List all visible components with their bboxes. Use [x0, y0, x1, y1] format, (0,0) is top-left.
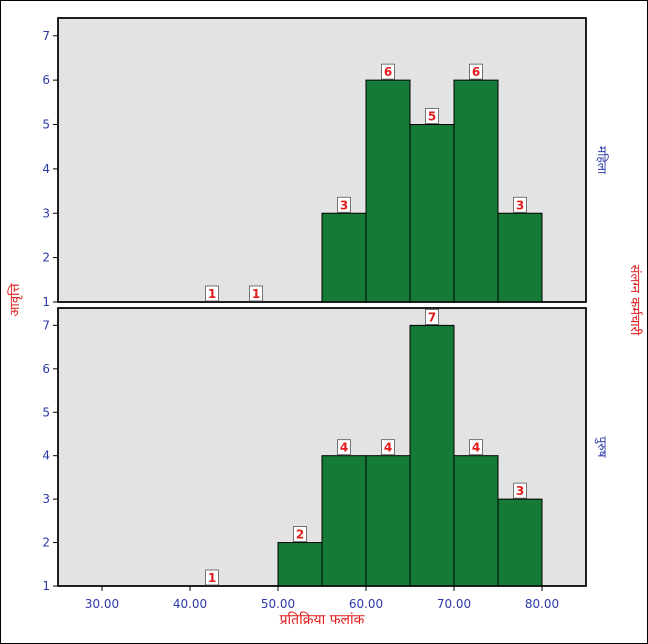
y-tick-label: 1 — [42, 579, 50, 593]
data-label: 2 — [293, 526, 307, 542]
plot-border — [57, 307, 587, 587]
bar — [365, 79, 411, 303]
data-label: 5 — [425, 108, 439, 124]
bar — [497, 498, 543, 587]
data-label: 4 — [337, 439, 351, 456]
data-label: 3 — [337, 196, 351, 213]
panel-1: 1 2 3 4 5 6 7 1 1 3 6 5 6 3 महिला — [42, 17, 609, 309]
data-label: 7 — [425, 308, 439, 325]
data-label: 3 — [513, 196, 527, 213]
bar — [409, 124, 455, 303]
data-label-text: 4 — [472, 441, 480, 455]
data-label: 4 — [469, 439, 483, 456]
y-tick-label: 3 — [42, 206, 50, 220]
data-label: 3 — [513, 482, 527, 499]
x-axis-ticks: 30.00 40.00 50.00 60.00 70.00 80.00 — [85, 586, 559, 611]
data-label-box — [469, 439, 483, 456]
data-label-text: 4 — [340, 441, 348, 455]
data-label-text: 4 — [384, 441, 392, 455]
bar — [277, 542, 323, 587]
x-tick-label: 40.00 — [173, 597, 207, 611]
data-label-box — [469, 63, 483, 80]
x-tick-label: 60.00 — [349, 597, 383, 611]
bar — [497, 212, 543, 303]
y-tick-label: 5 — [42, 118, 50, 132]
y-axis-label: आवृत्ति — [7, 283, 23, 317]
data-label: 1 — [205, 285, 219, 302]
data-label-text: 5 — [428, 110, 436, 124]
bar — [453, 455, 499, 587]
bar — [365, 455, 411, 587]
data-label-text: 3 — [340, 198, 348, 212]
data-label-box — [425, 308, 439, 325]
data-label-box — [293, 526, 307, 542]
y-tick-label: 6 — [42, 73, 50, 87]
panel-label: पुरुष — [594, 437, 609, 459]
y-tick-label: 5 — [42, 405, 50, 419]
data-label-text: 1 — [208, 287, 216, 301]
panel-2: 1 2 3 4 5 6 7 1 2 4 4 7 4 3 पुरुष — [42, 307, 609, 593]
data-label-text: 6 — [472, 65, 480, 79]
y-tick-label: 1 — [42, 295, 50, 309]
data-label-box — [337, 439, 351, 456]
data-label: 1 — [205, 569, 219, 586]
bar — [321, 212, 367, 303]
y-tick-label: 7 — [42, 29, 50, 43]
data-label-box — [381, 439, 395, 456]
data-label: 4 — [381, 439, 395, 456]
y-tick-label: 3 — [42, 492, 50, 506]
data-label-box — [425, 108, 439, 124]
x-tick-label: 80.00 — [525, 597, 559, 611]
data-label: 6 — [381, 63, 395, 80]
data-label-text: 1 — [208, 571, 216, 585]
data-label-box — [205, 569, 219, 586]
y-tick-label: 6 — [42, 362, 50, 376]
panels-group: 1 2 3 4 5 6 7 1 1 3 6 5 6 3 महिला 1 2 3 4 5 6 7 1 2 4 4 7 4 3 पुरुष — [42, 17, 609, 593]
plot-border — [57, 17, 587, 303]
y-tick-label: 2 — [42, 536, 50, 550]
data-label-box — [337, 196, 351, 213]
bar — [321, 455, 367, 587]
data-label-text: 6 — [384, 65, 392, 79]
bar — [453, 79, 499, 303]
data-label-text: 3 — [516, 198, 524, 212]
data-label-box — [381, 63, 395, 80]
y-tick-label: 7 — [42, 318, 50, 332]
y-tick-label: 4 — [42, 449, 50, 463]
x-tick-label: 30.00 — [85, 597, 119, 611]
data-label: 1 — [249, 285, 263, 302]
data-label-box — [249, 285, 263, 302]
data-label-text: 2 — [296, 528, 304, 542]
y-tick-label: 2 — [42, 251, 50, 265]
data-label-text: 1 — [252, 287, 260, 301]
data-label-box — [513, 196, 527, 213]
data-label: 6 — [469, 63, 483, 80]
x-axis-label: प्रतिक्रिया फलांक — [280, 611, 365, 628]
data-label-text: 7 — [428, 310, 436, 324]
bar — [409, 324, 455, 587]
data-label-box — [205, 285, 219, 302]
right-axis-label: संलग्न कर्मचारी — [627, 265, 643, 336]
x-tick-label: 70.00 — [437, 597, 471, 611]
x-tick-label: 50.00 — [261, 597, 295, 611]
y-tick-label: 4 — [42, 162, 50, 176]
panel-label: महिला — [595, 146, 609, 175]
data-label-box — [513, 482, 527, 499]
data-label-text: 3 — [516, 484, 524, 498]
